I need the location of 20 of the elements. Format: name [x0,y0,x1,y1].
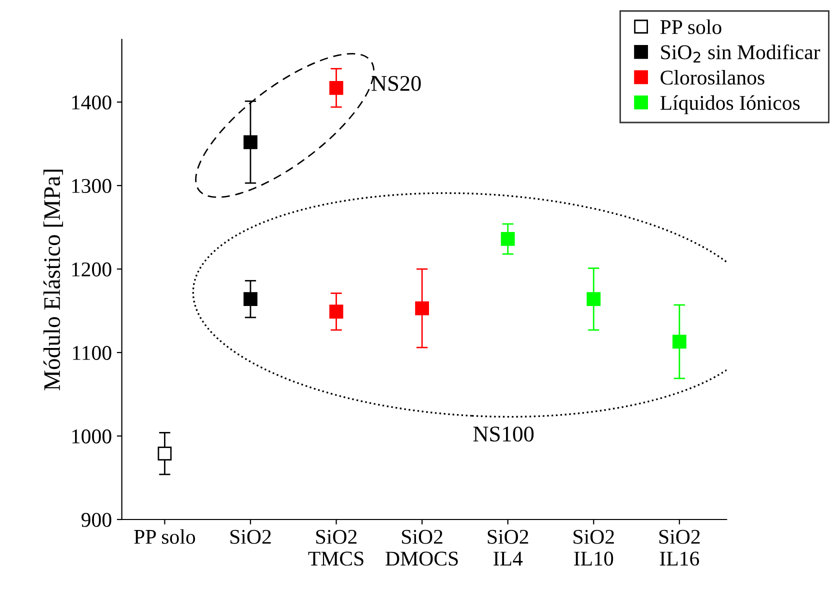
y-tick-label: 900 [82,512,112,527]
y-tick-label: 1200 [72,262,112,276]
annotation: NS100 [473,426,534,442]
y-tick-label: 1300 [72,178,112,193]
legend-label: PP solo [660,19,722,34]
y-tick-label: 1000 [72,429,112,444]
y-tick-label: 1400 [72,95,112,110]
x-tick-label: PP solo [134,529,196,544]
x-tick-label: SiO2 IL10 [574,530,614,566]
x-tick-label: SiO2 DMOCS [386,530,458,566]
x-tick-label: SiO2 TMCS [308,530,364,566]
annotation: NS20 [372,76,421,91]
x-tick-label: SiO2 IL4 [488,530,528,566]
legend-label: Clorosilanos [660,70,764,85]
y-axis-title: Módulo Elástico [MPa] [43,170,63,390]
y-tick-label: 1100 [73,346,112,360]
x-tick-label: SiO2 IL16 [659,530,700,566]
legend-label: Líquidos Iónicos [660,95,800,114]
legend-label: SiO$_{2}$ sin Modificar [661,44,820,62]
x-tick-label: SiO2 [230,530,271,544]
